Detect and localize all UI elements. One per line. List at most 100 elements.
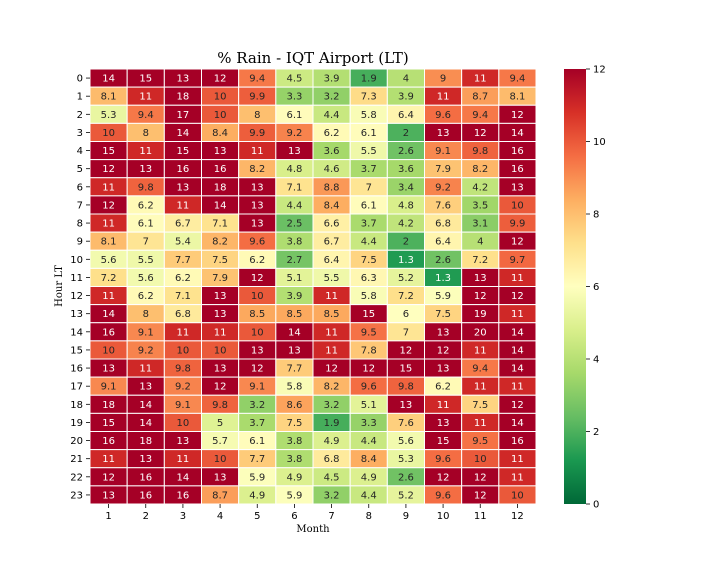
colorbar: 0 2 4 6 8 10 12 bbox=[564, 65, 606, 511]
cell-value-label: 15 bbox=[102, 418, 115, 429]
cell-value-label: 4.4 bbox=[286, 200, 302, 211]
cell-value-label: 9.4 bbox=[472, 364, 488, 375]
cell-value-label: 8.1 bbox=[101, 237, 117, 248]
y-tick-label: 23 bbox=[70, 490, 83, 501]
cell-value-label: 12 bbox=[474, 291, 487, 302]
cell-value-label: 5.9 bbox=[286, 490, 302, 501]
cell-value-label: 10 bbox=[251, 291, 264, 302]
cell-value-label: 4.9 bbox=[286, 472, 302, 483]
y-tick-label: 1 bbox=[77, 92, 83, 103]
cell-value-label: 2.6 bbox=[398, 146, 414, 157]
cell-value-label: 4.2 bbox=[398, 219, 414, 230]
cell-value-label: 13 bbox=[437, 364, 450, 375]
cell-value-label: 9.2 bbox=[435, 182, 451, 193]
cell-value-label: 7.5 bbox=[212, 255, 228, 266]
cell-value-label: 7.2 bbox=[398, 291, 414, 302]
cell-value-label: 6.2 bbox=[138, 200, 154, 211]
cell-value-label: 16 bbox=[511, 436, 524, 447]
cell-value-label: 15 bbox=[177, 146, 190, 157]
cell-value-label: 11 bbox=[177, 327, 190, 338]
cell-value-label: 3.9 bbox=[324, 74, 340, 85]
cell-value-label: 11 bbox=[511, 273, 524, 284]
cell-value-label: 14 bbox=[102, 309, 115, 320]
cell-value-label: 9.9 bbox=[509, 219, 525, 230]
cell-value-label: 9.6 bbox=[435, 110, 451, 121]
cell-value-label: 12 bbox=[437, 472, 450, 483]
cell-value-label: 16 bbox=[102, 436, 115, 447]
cell-value-label: 13 bbox=[288, 345, 301, 356]
cell-value-label: 11 bbox=[102, 182, 115, 193]
cell-value-label: 8.4 bbox=[361, 454, 377, 465]
cell-value-label: 6.8 bbox=[435, 219, 451, 230]
cell-value-label: 7.7 bbox=[175, 255, 191, 266]
cell-value-label: 14 bbox=[511, 327, 524, 338]
cell-value-label: 16 bbox=[139, 490, 152, 501]
cell-value-label: 6.1 bbox=[249, 436, 265, 447]
x-tick-label: 1 bbox=[105, 511, 111, 522]
cell-value-label: 11 bbox=[102, 454, 115, 465]
cell-value-label: 4.4 bbox=[361, 237, 377, 248]
cell-value-label: 4.9 bbox=[249, 490, 265, 501]
cell-value-label: 13 bbox=[214, 364, 227, 375]
y-tick-label: 16 bbox=[70, 364, 83, 375]
cell-value-label: 9.8 bbox=[398, 382, 414, 393]
cell-value-label: 8.2 bbox=[324, 382, 340, 393]
cell-value-label: 11 bbox=[251, 146, 264, 157]
cell-value-label: 5 bbox=[217, 418, 223, 429]
cell-value-label: 13 bbox=[177, 436, 190, 447]
cell-value-label: 13 bbox=[437, 418, 450, 429]
y-tick-label: 22 bbox=[70, 472, 83, 483]
cell-value-label: 6.7 bbox=[175, 219, 191, 230]
x-tick-label: 8 bbox=[366, 511, 372, 522]
cell-value-label: 4.5 bbox=[324, 472, 340, 483]
cell-value-label: 19 bbox=[474, 309, 487, 320]
cell-value-label: 11 bbox=[177, 200, 190, 211]
cell-value-label: 13 bbox=[177, 182, 190, 193]
cell-value-label: 5.3 bbox=[398, 454, 414, 465]
cell-value-label: 5.2 bbox=[398, 273, 414, 284]
cell-value-label: 9.8 bbox=[175, 364, 191, 375]
cell-value-label: 7.1 bbox=[212, 219, 228, 230]
y-tick-label: 2 bbox=[77, 110, 83, 121]
cell-value-label: 12 bbox=[511, 291, 524, 302]
cell-value-label: 3.7 bbox=[361, 164, 377, 175]
cell-value-label: 13 bbox=[214, 291, 227, 302]
cell-value-label: 9.1 bbox=[101, 382, 117, 393]
cell-value-label: 3.6 bbox=[398, 164, 414, 175]
colorbar-tick-label: 4 bbox=[593, 355, 599, 366]
cell-value-label: 6.1 bbox=[361, 128, 377, 139]
cell-value-label: 7 bbox=[366, 182, 372, 193]
cell-value-label: 3.9 bbox=[286, 291, 302, 302]
cell-value-label: 7 bbox=[143, 237, 149, 248]
y-tick-label: 11 bbox=[70, 273, 83, 284]
cell-value-label: 14 bbox=[139, 418, 152, 429]
cell-value-label: 11 bbox=[474, 74, 487, 85]
cell-value-label: 12 bbox=[251, 273, 264, 284]
cell-value-label: 9.5 bbox=[361, 327, 377, 338]
cell-value-label: 10 bbox=[214, 110, 227, 121]
cell-value-label: 3.3 bbox=[361, 418, 377, 429]
cell-value-label: 8.1 bbox=[101, 92, 117, 103]
cell-value-label: 18 bbox=[102, 400, 115, 411]
cell-value-label: 7.6 bbox=[435, 200, 451, 211]
y-tick-label: 0 bbox=[77, 74, 83, 85]
cell-value-label: 8.6 bbox=[286, 400, 302, 411]
cell-value-label: 6 bbox=[403, 309, 409, 320]
cell-value-label: 9.4 bbox=[138, 110, 154, 121]
cell-value-label: 6.7 bbox=[324, 237, 340, 248]
cell-value-label: 10 bbox=[251, 327, 264, 338]
cell-value-label: 12 bbox=[437, 345, 450, 356]
cell-value-label: 13 bbox=[177, 74, 190, 85]
cell-value-label: 8 bbox=[254, 110, 260, 121]
cell-value-label: 12 bbox=[474, 472, 487, 483]
cell-value-label: 11 bbox=[139, 146, 152, 157]
cell-value-label: 5.8 bbox=[361, 291, 377, 302]
cell-value-label: 11 bbox=[139, 92, 152, 103]
cell-value-label: 13 bbox=[139, 382, 152, 393]
cell-value-label: 13 bbox=[251, 182, 264, 193]
x-tick-label: 4 bbox=[217, 511, 223, 522]
cell-value-label: 2 bbox=[403, 237, 409, 248]
cell-value-label: 8.1 bbox=[509, 92, 525, 103]
